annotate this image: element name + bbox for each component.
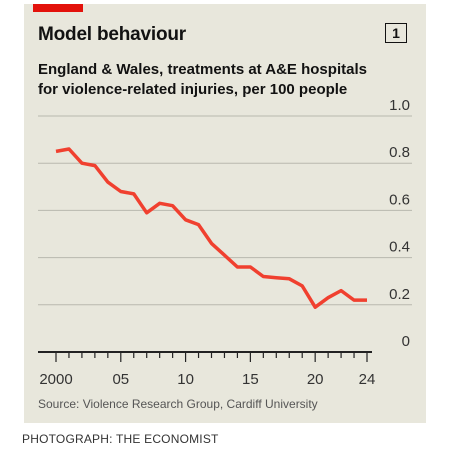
y-tick-label: 0.6 xyxy=(389,191,410,208)
chart-title: Model behaviour xyxy=(38,24,186,45)
x-tick-label: 10 xyxy=(177,371,194,388)
chart-subtitle: England & Wales, treatments at A&E hospi… xyxy=(38,61,367,98)
y-tick-label: 0.2 xyxy=(389,286,410,303)
x-tick-label: 24 xyxy=(359,371,376,388)
x-tick-label: 05 xyxy=(112,371,129,388)
x-tick-label: 2000 xyxy=(39,371,72,388)
series-line xyxy=(55,147,367,309)
x-tick-label: 15 xyxy=(242,371,259,388)
y-tick-label: 1.0 xyxy=(389,97,410,114)
source-note: Source: Violence Research Group, Cardiff… xyxy=(38,397,318,411)
y-tick-label: 0.8 xyxy=(389,144,410,161)
x-tick-label: 20 xyxy=(307,371,324,388)
brand-red-tag xyxy=(33,4,83,12)
y-tick-label: 0 xyxy=(402,333,410,350)
chart-number-badge: 1 xyxy=(385,23,407,43)
y-tick-label: 0.4 xyxy=(389,239,410,256)
photo-credit: PHOTOGRAPH: THE ECONOMIST xyxy=(22,432,219,446)
